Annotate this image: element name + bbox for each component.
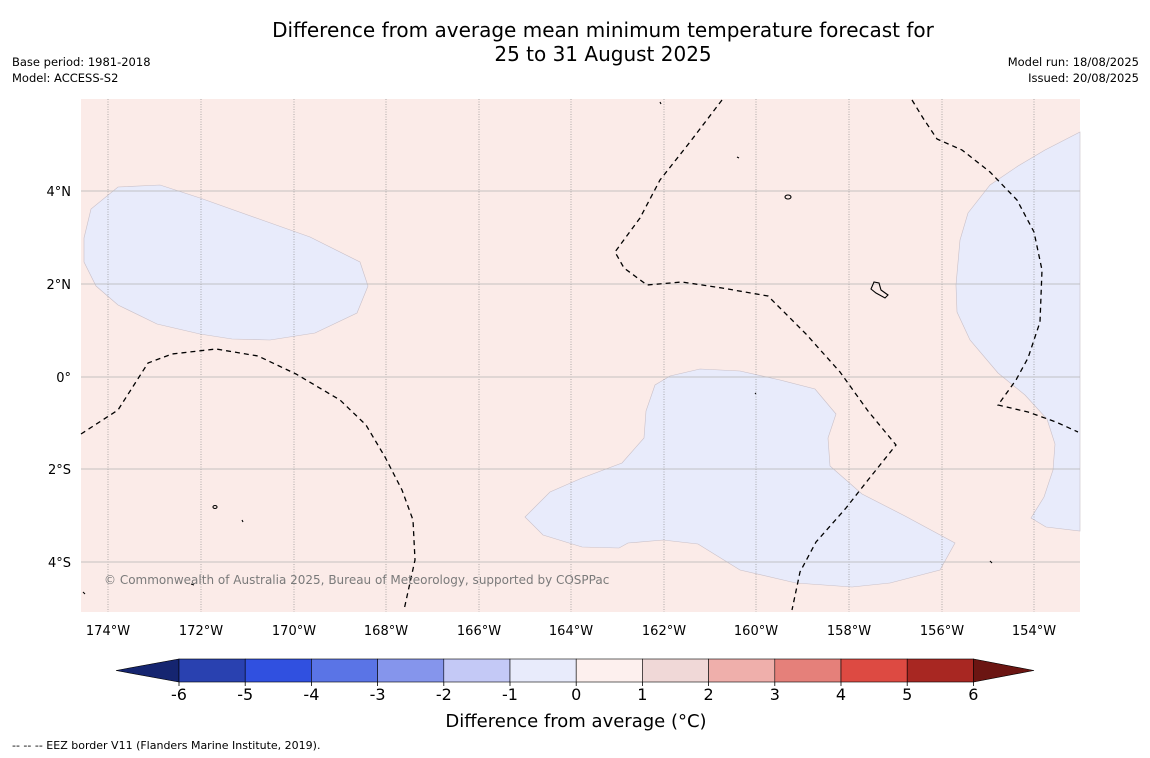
longitude-tick-label: 172°W (179, 624, 223, 639)
colorbar-label: Difference from average (°C) (445, 711, 706, 732)
longitude-tick-label: 162°W (642, 624, 686, 639)
colorbar-segment (906, 658, 974, 683)
colorbar-tick-label: -4 (303, 685, 319, 704)
colorbar-tick-label: -1 (502, 685, 518, 704)
colorbar (115, 658, 1035, 683)
title-line-2: 25 to 31 August 2025 (494, 42, 712, 66)
longitude-tick-label: 160°W (734, 624, 778, 639)
latitude-tick-label: 4°S (48, 556, 71, 571)
longitude-tick-label: 158°W (827, 624, 871, 639)
colorbar-segment (509, 658, 577, 683)
colorbar-segment (575, 658, 643, 683)
colorbar-segment (178, 658, 246, 683)
colorbar-segment (311, 658, 378, 683)
colorbar-tick-label: -2 (436, 685, 452, 704)
colorbar-tick-label: 3 (770, 685, 780, 704)
copyright-text: © Commonwealth of Australia 2025, Bureau… (104, 573, 609, 587)
model-name: Model: ACCESS-S2 (12, 71, 119, 85)
colorbar-tick-label: 4 (836, 685, 846, 704)
island-southwest-2 (241, 519, 244, 523)
colorbar-segment (443, 658, 511, 683)
colorbar-ticks: -6 -5 -4 -3 -2 -1 0 1 2 3 4 5 6 (171, 682, 978, 704)
cool-region-northwest (83, 184, 369, 341)
eez-border-east (911, 99, 1079, 433)
graticule (81, 99, 1080, 612)
model-run: Model run: 18/08/2025 (1007, 55, 1139, 69)
island-edge-west (82, 591, 86, 595)
island-north (659, 101, 662, 105)
eez-border-west (80, 348, 416, 611)
colorbar-tick-label: 6 (968, 685, 978, 704)
latitude-tick-label: 2°N (47, 278, 72, 293)
island-equator (754, 392, 757, 395)
colorbar-extend-low (115, 658, 180, 683)
islands (82, 101, 993, 595)
latitude-tick-label: 2°S (48, 463, 71, 478)
eez-border-central (614, 99, 897, 611)
island-southwest-3 (190, 583, 195, 586)
longitude-tick-label: 154°W (1012, 624, 1056, 639)
colorbar-tick-label: 0 (571, 685, 581, 704)
island-mid (784, 194, 792, 200)
issued-date: Issued: 20/08/2025 (1028, 71, 1139, 85)
longitude-tick-label: 156°W (920, 624, 964, 639)
colorbar-segment (244, 658, 312, 683)
colorbar-tick-label: -5 (237, 685, 253, 704)
longitude-labels: 174°W 172°W 170°W 168°W 166°W 164°W 162°W 160°W… (86, 624, 1056, 639)
island-southeast (989, 560, 993, 564)
island-southwest-1 (212, 504, 218, 510)
colorbar-segment (840, 658, 908, 683)
colorbar-segment (774, 658, 842, 683)
longitude-tick-label: 170°W (272, 624, 316, 639)
colorbar-segment (708, 658, 776, 683)
longitude-tick-label: 166°W (457, 624, 501, 639)
latitude-tick-label: 4°N (47, 185, 72, 200)
title-line-1: Difference from average mean minimum tem… (272, 18, 934, 42)
chart-title: Difference from average mean minimum tem… (0, 18, 1150, 66)
colorbar-segment (377, 658, 445, 683)
island-group-east (870, 281, 889, 299)
colorbar-tick-label: 2 (704, 685, 714, 704)
longitude-tick-label: 168°W (364, 624, 408, 639)
colorbar-tick-label: 1 (637, 685, 647, 704)
longitude-tick-label: 164°W (549, 624, 593, 639)
base-period: Base period: 1981-2018 (12, 55, 151, 69)
island-north-east (736, 156, 740, 159)
eez-borders (80, 99, 1079, 611)
latitude-tick-label: 0° (56, 371, 71, 386)
colorbar-tick-label: -6 (171, 685, 187, 704)
colorbar-tick-label: 5 (902, 685, 912, 704)
longitude-tick-label: 174°W (86, 624, 130, 639)
eez-legend-note: -- -- -- EEZ border V11 (Flanders Marine… (12, 739, 321, 752)
cool-region-south-central (524, 368, 956, 588)
meta-right: Model run: 18/08/2025 Issued: 20/08/2025 (1008, 54, 1139, 86)
colorbar-tick-label: -3 (370, 685, 386, 704)
latitude-labels: 4°N 2°N 0° 2°S 4°S (47, 185, 72, 571)
cool-region-east (955, 131, 1081, 532)
meta-left: Base period: 1981-2018 Model: ACCESS-S2 (12, 54, 151, 86)
colorbar-segment (642, 658, 709, 683)
colorbar-extend-high (973, 658, 1035, 683)
